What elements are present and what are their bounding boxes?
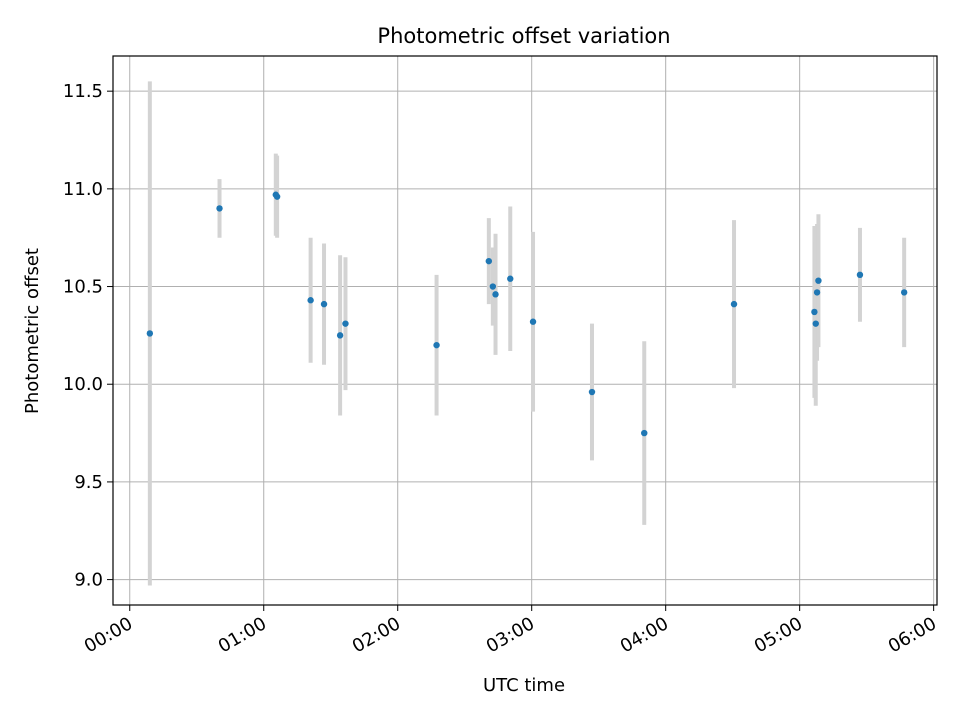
data-point [815, 277, 822, 284]
data-point [342, 320, 349, 327]
chart-title: Photometric offset variation [377, 24, 670, 48]
x-tick-label: 01:00 [215, 613, 270, 657]
data-point [485, 257, 493, 265]
data-point [641, 429, 648, 437]
x-tick-label: 05:00 [751, 613, 806, 657]
grid [113, 56, 937, 605]
y-tick-label: 11.0 [63, 179, 103, 200]
y-axis-label: Photometric offset [22, 248, 43, 414]
data-point [529, 318, 537, 325]
y-tick-label: 11.5 [63, 81, 103, 102]
x-tick-label: 02:00 [349, 613, 404, 657]
y-tick-label: 10.5 [63, 277, 103, 298]
x-tick-label: 00:00 [81, 613, 136, 657]
data-point [730, 300, 738, 308]
data-point [307, 297, 314, 304]
x-axis-ticks: 00:00 01:00 02:00 03:00 04:00 05:00 06:00 [81, 605, 940, 657]
y-axis-ticks: 9.0 9.5 10.0 10.5 11.0 11.5 [63, 81, 113, 591]
x-axis-label: UTC time [483, 675, 565, 696]
data-point [273, 193, 281, 200]
data-point [856, 271, 864, 279]
data-point [489, 283, 497, 290]
data-point [336, 332, 344, 339]
y-tick-label: 9.0 [74, 570, 103, 591]
data-point [811, 308, 818, 316]
error-bars [147, 81, 907, 586]
data-point [146, 330, 154, 337]
plot-frame [112, 55, 938, 606]
data-point [507, 275, 514, 282]
data-point [813, 289, 821, 296]
x-tick-label: 03:00 [483, 613, 538, 657]
y-tick-label: 10.0 [63, 374, 103, 395]
data-point [492, 291, 499, 298]
data-point [812, 320, 819, 327]
data-point [320, 300, 328, 308]
data-points [146, 191, 908, 437]
data-point [433, 341, 440, 349]
x-tick-label: 04:00 [617, 613, 672, 657]
y-tick-label: 9.5 [74, 472, 103, 493]
data-point [900, 289, 908, 296]
data-point [216, 205, 223, 212]
x-tick-label: 06:00 [885, 613, 940, 657]
data-point [588, 388, 596, 396]
